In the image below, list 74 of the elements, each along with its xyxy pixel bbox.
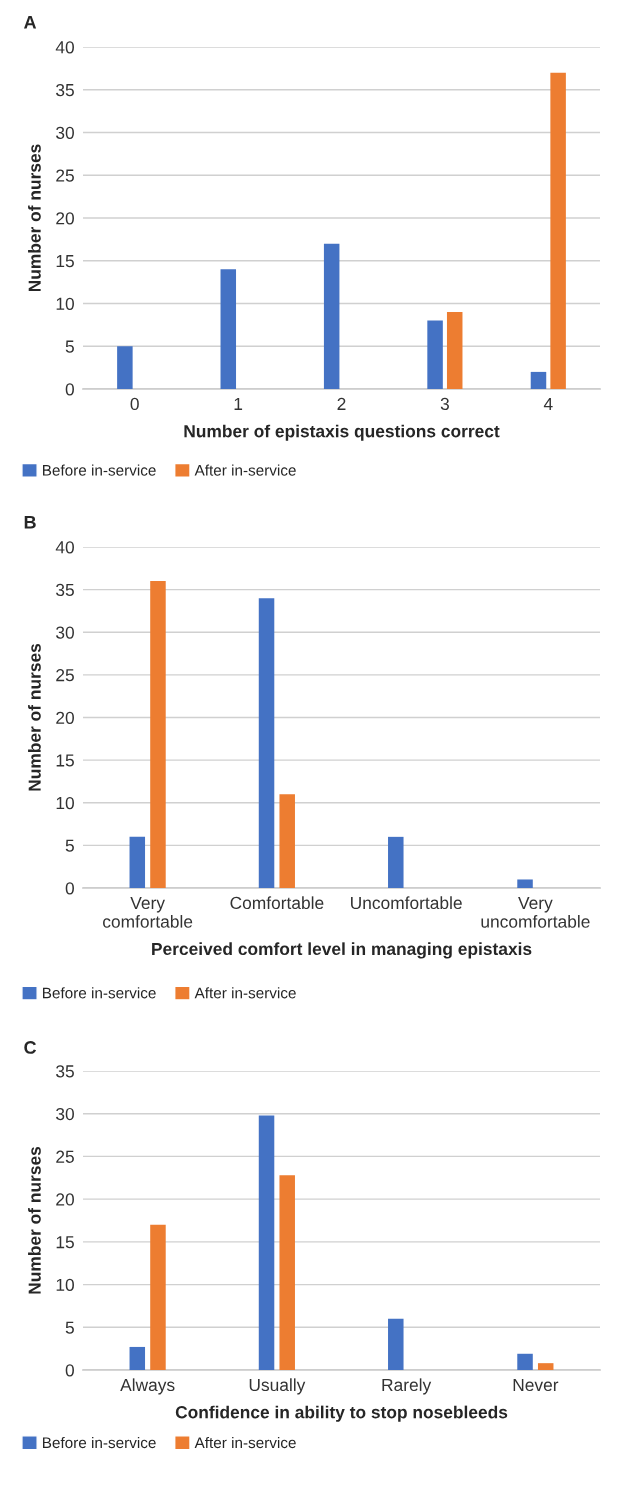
- legend-label: After in-service: [194, 1436, 296, 1449]
- x-tick-label: Uncomfortable: [351, 896, 462, 910]
- y-tick-label: 40: [55, 541, 74, 554]
- chart-title: B: [24, 516, 36, 529]
- y-tick-label: 5: [65, 1321, 74, 1334]
- y-tick-label: 5: [65, 340, 74, 353]
- legend-label: After in-service: [194, 987, 296, 999]
- x-tick-label: Comfortable: [230, 896, 324, 910]
- x-tick-label: Rarely: [382, 1378, 432, 1395]
- y-tick-label: 10: [56, 796, 74, 810]
- y-tick-label: 5: [65, 839, 74, 852]
- x-axis-title: Perceived comfort level in managing epistaxis: [152, 942, 532, 959]
- bar: [517, 1353, 533, 1370]
- x-axis-title: Confidence in ability to stop nosebleeds: [175, 1405, 508, 1422]
- y-axis-title: Number of nurses: [28, 144, 41, 292]
- y-tick-label: 20: [56, 1193, 74, 1206]
- bar: [220, 269, 237, 389]
- chart-title: A: [23, 15, 37, 29]
- bar: [129, 836, 146, 888]
- y-tick-label: 35: [56, 83, 74, 97]
- y-tick-label: 40: [55, 41, 74, 54]
- x-tick-label: Usually: [249, 1378, 306, 1395]
- y-tick-label: 30: [56, 626, 74, 639]
- bar: [258, 1115, 275, 1370]
- bar: [388, 836, 404, 888]
- x-tick-label: 1: [234, 397, 243, 410]
- y-axis-title: Number of nurses: [28, 643, 41, 791]
- y-tick-label: 25: [56, 169, 74, 182]
- y-tick-label: 0: [65, 882, 74, 895]
- x-axis-title: Number of epistaxis questions correct: [184, 424, 500, 441]
- legend-label: Before in-service: [43, 987, 156, 999]
- y-tick-label: 0: [65, 383, 74, 396]
- bar: [117, 346, 133, 389]
- y-tick-label: 0: [65, 1364, 74, 1377]
- y-tick-label: 20: [56, 212, 74, 225]
- bar: [323, 243, 340, 389]
- y-tick-label: 10: [56, 297, 74, 310]
- y-tick-label: 15: [56, 754, 74, 767]
- bar: [517, 879, 533, 888]
- y-tick-label: 25: [56, 669, 74, 682]
- legend-label: After in-service: [194, 464, 296, 476]
- x-tick-label: 3: [440, 397, 449, 411]
- x-tick-label: Very comfortable: [103, 896, 193, 928]
- y-tick-label: 35: [56, 583, 74, 597]
- legend-label: Before in-service: [43, 464, 156, 476]
- bar: [530, 371, 547, 389]
- y-tick-label: 15: [56, 1236, 74, 1249]
- bar: [150, 581, 166, 888]
- bar: [537, 1363, 554, 1370]
- x-tick-label: 2: [337, 397, 346, 410]
- y-tick-label: 20: [56, 711, 74, 724]
- y-tick-label: 30: [56, 1107, 74, 1121]
- bar: [388, 1318, 404, 1370]
- bar: [279, 1175, 295, 1370]
- bar: [150, 1224, 166, 1370]
- bar: [446, 312, 463, 389]
- chart-title: C: [24, 1041, 37, 1054]
- bar: [129, 1346, 146, 1370]
- bar: [258, 598, 275, 888]
- x-tick-label: Very uncomfortable: [481, 896, 590, 928]
- bar: [550, 72, 566, 389]
- y-tick-label: 15: [56, 255, 74, 268]
- y-tick-label: 10: [56, 1278, 74, 1292]
- x-tick-label: Never: [513, 1378, 559, 1392]
- y-axis-title: Number of nurses: [28, 1146, 41, 1294]
- legend-label: Before in-service: [43, 1436, 156, 1449]
- x-tick-label: 4: [543, 397, 553, 410]
- y-tick-label: 30: [56, 126, 74, 139]
- y-tick-label: 35: [56, 1065, 74, 1078]
- y-tick-label: 25: [56, 1150, 74, 1163]
- x-tick-label: Always: [120, 1378, 175, 1395]
- bar: [279, 794, 295, 888]
- bar: [427, 320, 443, 389]
- x-tick-label: 0: [130, 397, 139, 411]
